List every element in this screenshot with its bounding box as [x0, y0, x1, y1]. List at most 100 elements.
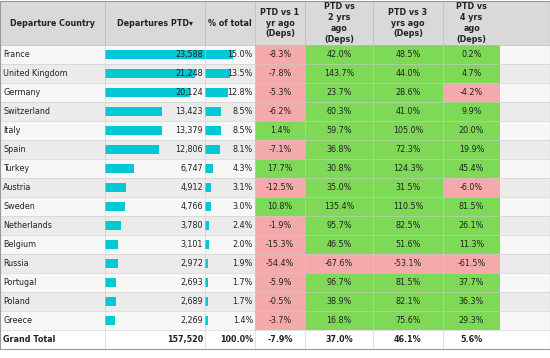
Text: 0.2%: 0.2% [461, 50, 482, 59]
Bar [443, 83, 500, 102]
Text: 82.1%: 82.1% [395, 297, 421, 306]
Bar [305, 83, 373, 102]
Text: Spain: Spain [3, 145, 25, 154]
Text: 6,747: 6,747 [180, 164, 203, 173]
Text: 3.1%: 3.1% [233, 183, 253, 192]
Bar [305, 178, 373, 197]
Bar [205, 259, 208, 268]
Text: 2,972: 2,972 [180, 259, 203, 268]
Bar [373, 121, 443, 140]
Text: 124.3%: 124.3% [393, 164, 423, 173]
Bar [305, 102, 373, 121]
Bar [0, 216, 550, 235]
Bar [443, 254, 500, 273]
Text: 30.8%: 30.8% [326, 164, 351, 173]
Text: Poland: Poland [3, 297, 30, 306]
Text: PTD vs
2 yrs
ago
(Deps): PTD vs 2 yrs ago (Deps) [323, 3, 354, 44]
Bar [205, 202, 211, 211]
Bar [255, 178, 305, 197]
Text: Russia: Russia [3, 259, 29, 268]
Bar [105, 69, 195, 78]
Bar [105, 126, 162, 135]
Text: Switzerland: Switzerland [3, 107, 50, 116]
Text: 60.3%: 60.3% [326, 107, 351, 116]
Bar [205, 50, 233, 59]
Text: -3.7%: -3.7% [268, 316, 292, 325]
Bar [205, 107, 221, 116]
Text: France: France [3, 50, 30, 59]
Text: Netherlands: Netherlands [3, 221, 52, 230]
Text: 2,693: 2,693 [180, 278, 203, 287]
Text: 81.5%: 81.5% [459, 202, 484, 211]
Bar [305, 197, 373, 216]
Text: Turkey: Turkey [3, 164, 29, 173]
Bar [443, 45, 500, 64]
Bar [255, 254, 305, 273]
Text: Belgium: Belgium [3, 240, 36, 249]
Text: 143.7%: 143.7% [324, 69, 354, 78]
Bar [443, 140, 500, 159]
Text: 105.0%: 105.0% [393, 126, 423, 135]
Text: Portugal: Portugal [3, 278, 36, 287]
Bar [255, 159, 305, 178]
Text: 1.9%: 1.9% [233, 259, 253, 268]
Bar [205, 183, 211, 192]
Bar [255, 45, 305, 64]
Text: 135.4%: 135.4% [324, 202, 354, 211]
Text: 46.1%: 46.1% [394, 335, 422, 344]
Text: 110.5%: 110.5% [393, 202, 423, 211]
Text: 4,912: 4,912 [180, 183, 203, 192]
Bar [443, 311, 500, 330]
Bar [305, 273, 373, 292]
Text: 4.3%: 4.3% [233, 164, 253, 173]
Text: -4.2%: -4.2% [460, 88, 483, 97]
Text: 3.0%: 3.0% [233, 202, 253, 211]
Text: 29.3%: 29.3% [459, 316, 484, 325]
Bar [443, 197, 500, 216]
Text: Departures PTD▾: Departures PTD▾ [117, 19, 193, 28]
Text: 46.5%: 46.5% [326, 240, 351, 249]
Text: -54.4%: -54.4% [266, 259, 294, 268]
Text: 23.7%: 23.7% [326, 88, 352, 97]
Bar [105, 88, 190, 97]
Bar [305, 45, 373, 64]
Text: Greece: Greece [3, 316, 32, 325]
Bar [305, 311, 373, 330]
Text: 2.0%: 2.0% [233, 240, 253, 249]
Bar [255, 83, 305, 102]
Text: 38.9%: 38.9% [326, 297, 351, 306]
Bar [0, 45, 550, 64]
Bar [373, 45, 443, 64]
Bar [105, 50, 205, 59]
Bar [0, 140, 550, 159]
Text: Austria: Austria [3, 183, 31, 192]
Text: 12,806: 12,806 [175, 145, 203, 154]
Bar [0, 235, 550, 254]
Bar [373, 178, 443, 197]
Text: United Kingdom: United Kingdom [3, 69, 68, 78]
Bar [205, 297, 208, 306]
Bar [373, 216, 443, 235]
Text: 45.4%: 45.4% [459, 164, 484, 173]
Bar [205, 240, 208, 249]
Text: -7.9%: -7.9% [267, 335, 293, 344]
Bar [255, 64, 305, 83]
Text: % of total: % of total [208, 19, 252, 28]
Text: 23,588: 23,588 [175, 50, 203, 59]
Text: 36.8%: 36.8% [326, 145, 351, 154]
Text: 1.4%: 1.4% [270, 126, 290, 135]
Text: 31.5%: 31.5% [395, 183, 421, 192]
Text: -15.3%: -15.3% [266, 240, 294, 249]
Bar [205, 221, 210, 230]
Bar [205, 126, 221, 135]
Text: 2,269: 2,269 [180, 316, 203, 325]
Bar [443, 273, 500, 292]
Text: 13.5%: 13.5% [228, 69, 253, 78]
Text: 21,248: 21,248 [175, 69, 203, 78]
Text: 5.6%: 5.6% [460, 335, 482, 344]
Text: 157,520: 157,520 [167, 335, 203, 344]
Bar [373, 83, 443, 102]
Bar [105, 316, 114, 325]
Bar [0, 330, 550, 349]
Text: -67.6%: -67.6% [325, 259, 353, 268]
